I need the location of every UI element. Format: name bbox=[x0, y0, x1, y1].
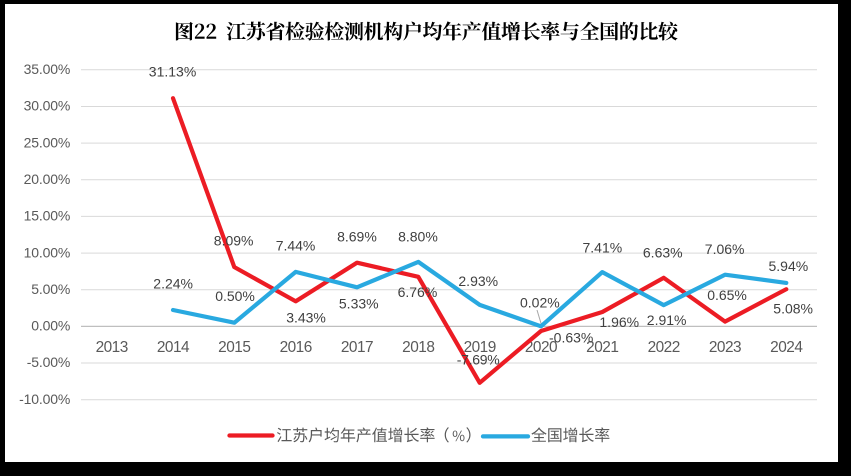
svg-text:7.44%: 7.44% bbox=[276, 238, 316, 254]
svg-text:0.50%: 0.50% bbox=[215, 288, 255, 304]
svg-text:2022: 2022 bbox=[648, 339, 680, 356]
svg-text:25.00%: 25.00% bbox=[24, 134, 71, 150]
svg-text:5.94%: 5.94% bbox=[769, 258, 809, 274]
svg-text:2019: 2019 bbox=[464, 339, 496, 356]
svg-text:5.33%: 5.33% bbox=[339, 296, 379, 312]
svg-text:0.65%: 0.65% bbox=[707, 287, 747, 303]
svg-text:35.00%: 35.00% bbox=[24, 61, 71, 77]
svg-text:30.00%: 30.00% bbox=[24, 98, 71, 114]
svg-text:10.00%: 10.00% bbox=[24, 244, 71, 260]
svg-text:-5.00%: -5.00% bbox=[27, 354, 70, 370]
svg-text:2020: 2020 bbox=[525, 339, 557, 356]
svg-text:6.63%: 6.63% bbox=[643, 245, 683, 261]
svg-text:6.76%: 6.76% bbox=[398, 284, 438, 300]
svg-text:2013: 2013 bbox=[96, 339, 128, 356]
svg-text:31.13%: 31.13% bbox=[149, 64, 196, 80]
svg-text:-10.00%: -10.00% bbox=[19, 391, 70, 407]
svg-text:8.09%: 8.09% bbox=[214, 232, 254, 248]
svg-text:7.41%: 7.41% bbox=[583, 240, 623, 256]
svg-text:3.43%: 3.43% bbox=[286, 309, 326, 325]
svg-text:2024: 2024 bbox=[770, 339, 803, 356]
svg-text:2023: 2023 bbox=[709, 339, 741, 356]
svg-text:5.08%: 5.08% bbox=[773, 301, 813, 317]
svg-text:0.02%: 0.02% bbox=[520, 295, 560, 311]
svg-text:2021: 2021 bbox=[586, 339, 618, 356]
svg-text:2016: 2016 bbox=[280, 339, 312, 356]
svg-text:15.00%: 15.00% bbox=[24, 208, 71, 224]
svg-text:7.06%: 7.06% bbox=[705, 241, 745, 257]
svg-text:2017: 2017 bbox=[341, 339, 373, 356]
svg-text:8.80%: 8.80% bbox=[398, 229, 438, 245]
svg-text:0.00%: 0.00% bbox=[31, 318, 70, 334]
svg-text:8.69%: 8.69% bbox=[337, 229, 377, 245]
svg-text:2.93%: 2.93% bbox=[458, 273, 498, 289]
svg-text:20.00%: 20.00% bbox=[24, 171, 71, 187]
svg-text:5.00%: 5.00% bbox=[31, 281, 70, 297]
svg-text:-7.69%: -7.69% bbox=[457, 351, 500, 367]
svg-text:2018: 2018 bbox=[402, 339, 434, 356]
svg-text:1.96%: 1.96% bbox=[599, 314, 639, 330]
svg-text:2014: 2014 bbox=[157, 339, 190, 356]
svg-text:2.91%: 2.91% bbox=[647, 312, 687, 328]
svg-text:2.24%: 2.24% bbox=[153, 276, 193, 292]
svg-text:-0.63%: -0.63% bbox=[549, 330, 593, 346]
svg-text:2015: 2015 bbox=[218, 339, 250, 356]
